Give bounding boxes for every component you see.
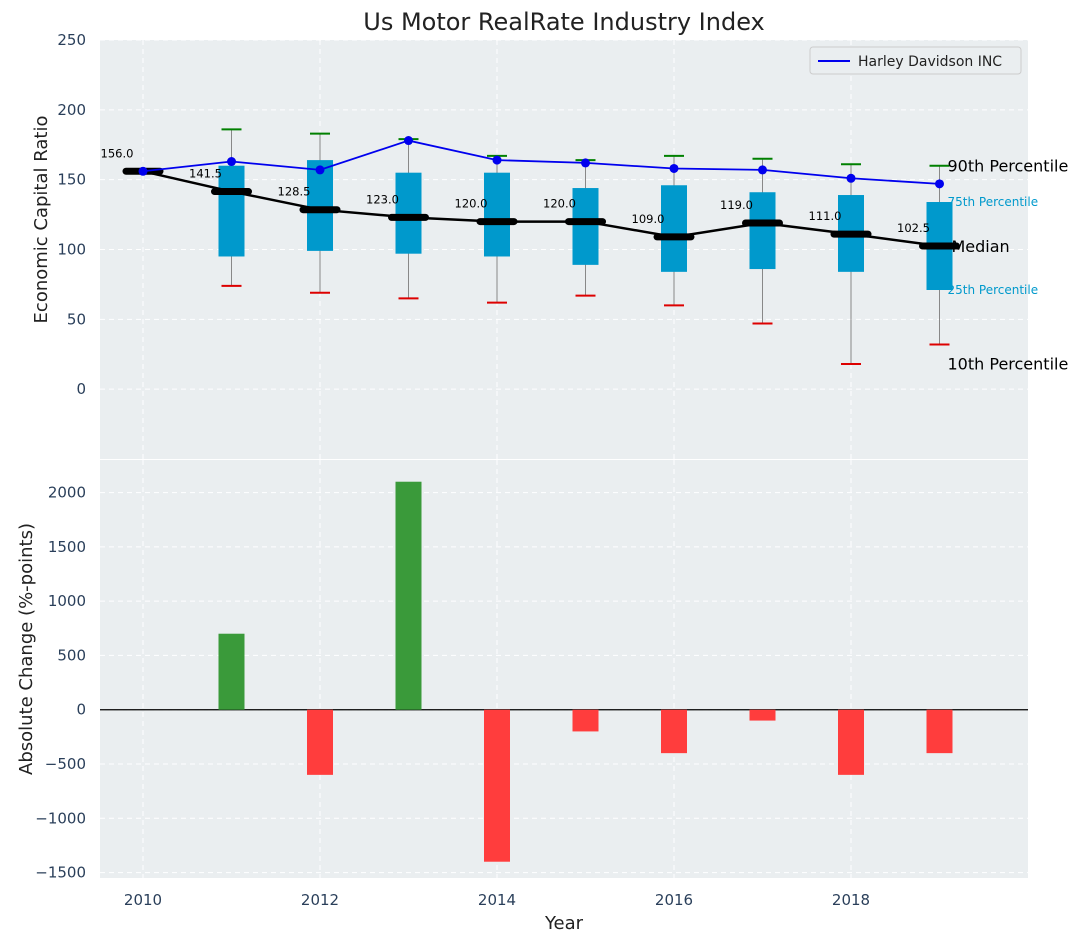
bottom-y-tick-label: 1500 (48, 538, 86, 556)
company-point (935, 179, 944, 189)
iqr-box (395, 172, 422, 254)
company-point (227, 157, 236, 167)
company-point (315, 165, 325, 175)
x-tick-label: 2018 (832, 891, 870, 909)
change-bar (572, 709, 599, 732)
x-tick-label: 2016 (655, 891, 693, 909)
company-point (669, 163, 679, 173)
median-value-label: 128.5 (278, 185, 311, 199)
iqr-box (307, 160, 333, 251)
bottom-y-tick-label: −500 (45, 755, 86, 773)
x-tick-label: 2012 (301, 891, 339, 909)
change-bar (218, 633, 245, 710)
top-y-tick-label: 250 (57, 31, 86, 49)
company-point (138, 166, 148, 176)
change-bar (307, 709, 333, 775)
iqr-box (572, 188, 599, 265)
top-y-axis-label: Economic Capital Ratio (31, 116, 52, 324)
iqr-box (749, 192, 776, 270)
median-value-label: 120.0 (455, 197, 488, 211)
iqr-box (218, 165, 245, 257)
median-line (142, 170, 940, 248)
bottom-y-axis-label: Absolute Change (%-points) (16, 523, 37, 775)
top-y-tick-label: 50 (67, 310, 86, 328)
iqr-box (484, 172, 510, 257)
legend: Harley Davidson INC (809, 46, 1022, 75)
annotation-p25: 25th Percentile (948, 283, 1039, 297)
legend-box (809, 46, 1022, 75)
bottom-plot-background (100, 460, 1028, 878)
bottom-y-tick-label: 2000 (48, 484, 86, 502)
annotation-p90: 90th Percentile (948, 157, 1069, 176)
top-y-tick-label: 150 (57, 171, 86, 189)
top-panel: 0 50 100 150 200 250 Economic Capital Ratio 156… (31, 31, 1068, 459)
median-value-label: 141.5 (189, 167, 222, 181)
legend-entry: Harley Davidson INC (858, 54, 1002, 70)
chart-title: Us Motor RealRate Industry Index (363, 8, 765, 36)
bottom-y-tick-label: 500 (57, 646, 86, 664)
company-line (142, 139, 940, 185)
change-bar (395, 481, 422, 710)
top-y-tick-label: 100 (57, 241, 86, 259)
change-bar (484, 709, 510, 862)
change-bar (838, 709, 864, 775)
company-point (492, 155, 502, 165)
x-tick-label: 2014 (478, 891, 516, 909)
annotation-p10: 10th Percentile (948, 354, 1069, 373)
top-y-tick-label: 0 (76, 380, 86, 398)
company-point (846, 173, 856, 183)
bottom-y-tick-label: 0 (76, 701, 86, 719)
bottom-y-tick-label: −1500 (35, 864, 86, 882)
bottom-y-tick-label: 1000 (48, 592, 86, 610)
company-point (758, 165, 767, 175)
x-axis-label: Year (544, 913, 584, 934)
bottom-y-tick-label: −1000 (35, 809, 86, 827)
change-bar (661, 709, 687, 754)
bottom-panel: −1500 −1000 −500 0 500 1000 1500 2000 2010 2012 20… (16, 460, 1028, 934)
median-value-label: 102.5 (897, 221, 930, 235)
annotation-p75: 75th Percentile (948, 195, 1039, 209)
company-point (581, 158, 590, 168)
change-bar (749, 709, 776, 721)
median-value-label: 156.0 (101, 146, 134, 160)
x-tick-label: 2010 (124, 891, 162, 909)
change-bar (926, 709, 953, 754)
company-point (404, 136, 413, 146)
top-y-tick-label: 200 (57, 101, 86, 119)
median-value-label: 119.0 (720, 198, 753, 212)
median-value-label: 111.0 (809, 209, 842, 223)
iqr-box (661, 185, 687, 272)
median-value-label: 109.0 (632, 212, 665, 226)
median-value-label: 123.0 (366, 192, 399, 206)
median-value-label: 120.0 (543, 197, 576, 211)
annotation-median: Median (952, 237, 1010, 256)
